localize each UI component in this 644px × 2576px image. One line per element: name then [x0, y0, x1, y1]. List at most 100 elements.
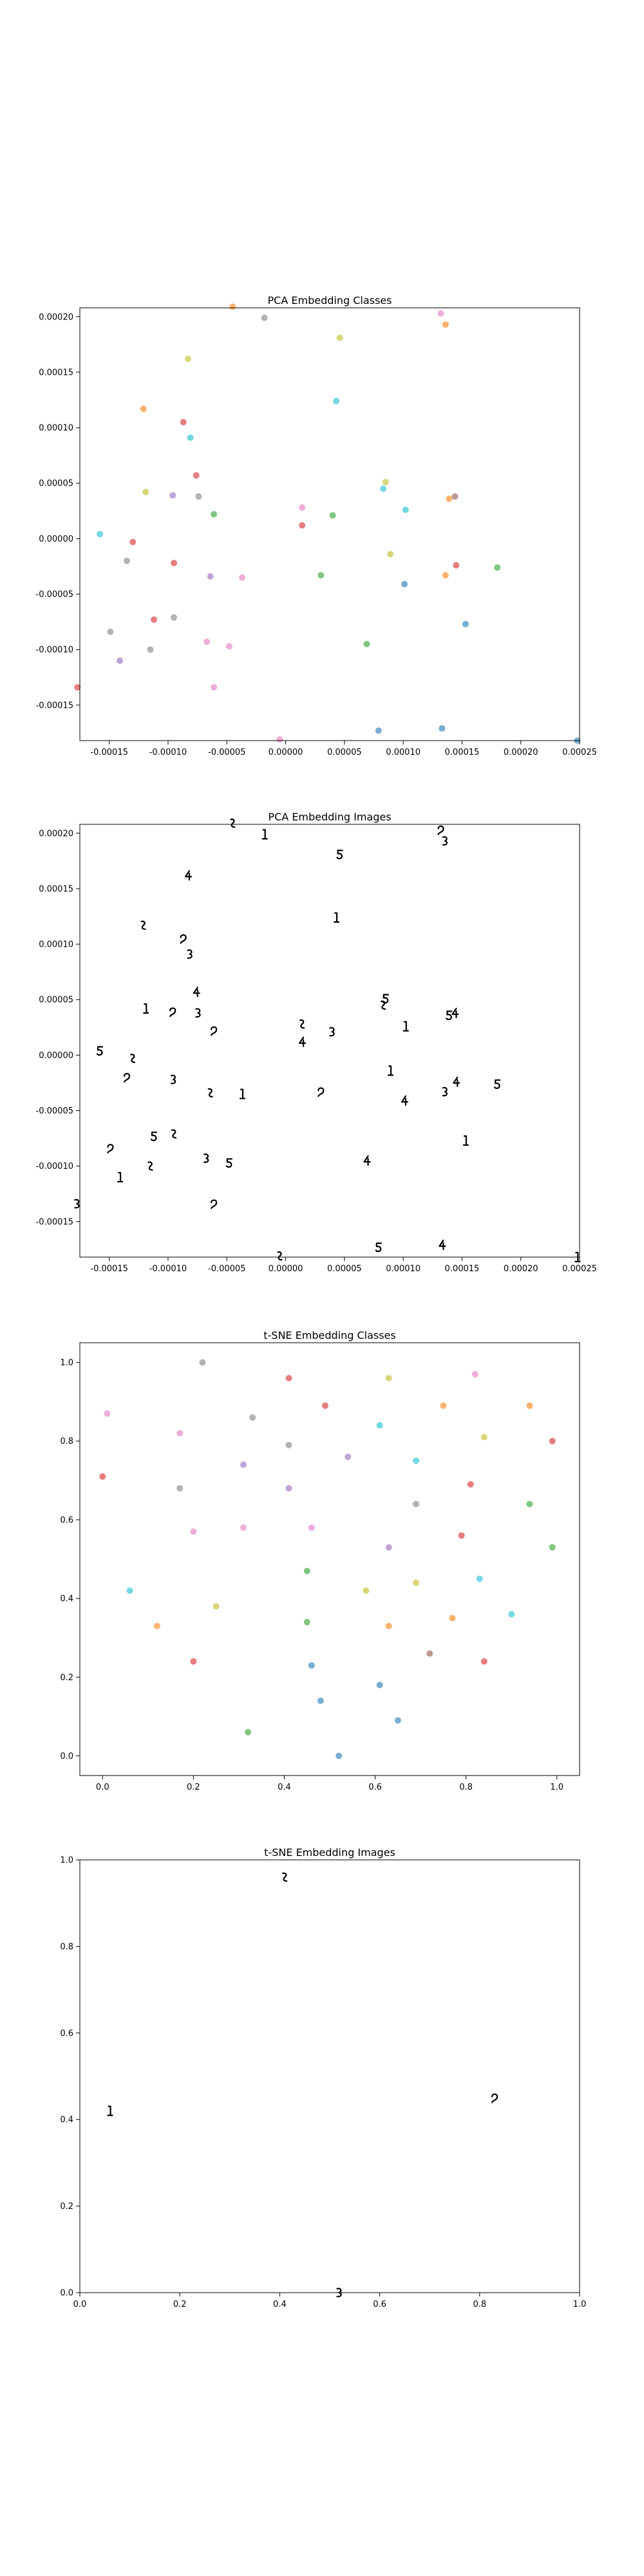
image-thumbnail	[239, 1088, 246, 1099]
image-thumbnail	[123, 1073, 131, 1083]
scatter-point	[437, 310, 444, 317]
y-tick-label: 0.8	[60, 1437, 73, 1446]
image-thumbnail	[130, 1054, 136, 1063]
y-tick-label: 0.00000	[39, 1051, 73, 1061]
x-tick-label: 1.0	[573, 2300, 587, 2309]
y-tick-label: 0.00010	[39, 940, 73, 950]
scatter-point	[439, 725, 446, 732]
scatter-point	[476, 1575, 483, 1582]
y-tick-label: 0.2	[60, 2202, 73, 2211]
image-thumbnail	[143, 1003, 149, 1014]
y-tick-label: -0.00005	[36, 1106, 73, 1116]
image-thumbnail	[207, 1088, 213, 1098]
pca-classes-chart: PCA Embedding Classes -0.00015 -0.00010 -0…	[36, 294, 597, 757]
y-tick-label: 0.00015	[39, 368, 73, 377]
scatter-point	[401, 581, 408, 588]
scatter-point	[462, 621, 469, 628]
image-thumbnail	[491, 2093, 498, 2103]
scatter-point	[471, 1370, 478, 1378]
x-tick-label: 0.00010	[386, 748, 421, 757]
scatter-point	[285, 1374, 292, 1381]
image-thumbnail	[150, 1132, 158, 1141]
scatter-point	[97, 531, 104, 538]
scatter-point	[204, 638, 211, 645]
scatter-point	[303, 1618, 310, 1625]
image-thumbnail	[387, 1065, 394, 1076]
scatter-point	[249, 1414, 256, 1421]
scatter-point	[107, 629, 114, 636]
scatter-point	[363, 641, 370, 648]
y-tick-label: 1.0	[60, 1358, 73, 1368]
image-thumbnail	[437, 825, 444, 835]
axis-ticks: 0.0 0.2 0.4 0.6 0.8 1.0 0.0 0.2 0.4 0.6 0.8 1.0	[60, 1358, 564, 1792]
image-thumbnail	[170, 1074, 176, 1084]
scatter-point	[190, 1658, 197, 1665]
image-thumbnail	[147, 1161, 153, 1171]
image-thumbnail	[107, 2105, 113, 2116]
y-tick-label: 0.00005	[39, 996, 73, 1005]
image-thumbnail	[453, 1076, 460, 1087]
y-tick-label: 0.00020	[39, 312, 73, 322]
image-thumbnail	[494, 1079, 501, 1089]
image-thumbnail	[282, 1872, 288, 1882]
x-tick-label: -0.00005	[208, 748, 245, 757]
chart-title: PCA Embedding Classes	[268, 294, 392, 307]
scatter-point	[104, 1410, 111, 1417]
image-thumbnail	[230, 819, 236, 828]
scatter-point	[299, 522, 306, 529]
x-tick-label: 0.6	[368, 1783, 382, 1792]
scatter-point	[336, 1752, 343, 1759]
scatter-point	[458, 1532, 465, 1539]
scatter-point	[413, 1457, 420, 1464]
image-thumbnail	[329, 1027, 335, 1037]
x-tick-label: 0.00005	[327, 748, 362, 757]
x-tick-label: 0.2	[173, 2300, 187, 2309]
image-thumbnail	[442, 1086, 448, 1097]
image-thumbnail	[117, 1171, 124, 1183]
scatter-point	[376, 1681, 383, 1689]
scatter-point	[140, 405, 147, 412]
scatter-point	[240, 1524, 247, 1531]
scatter-point	[142, 489, 149, 496]
scatter-point	[449, 1615, 456, 1622]
x-tick-label: 0.6	[373, 2300, 386, 2309]
image-thumbnail	[574, 1251, 581, 1263]
scatter-point	[426, 1650, 433, 1657]
scatter-point	[99, 1473, 106, 1480]
axes-frame	[79, 824, 580, 1258]
x-tick-label: 0.0	[73, 2300, 87, 2309]
scatter-point	[207, 573, 214, 580]
image-thumbnail	[363, 1155, 371, 1166]
image-thumbnail	[380, 1000, 386, 1010]
image-thumbnail	[277, 1251, 283, 1261]
image-thumbnail	[204, 1153, 209, 1163]
axis-ticks: -0.00015 -0.00010 -0.00005 0.00000 0.00005 0.…	[36, 829, 597, 1274]
chart-title: t-SNE Embedding Classes	[263, 1329, 395, 1341]
image-thumbnail	[74, 1198, 80, 1209]
scatter-point	[467, 1481, 474, 1488]
scatter-point	[451, 493, 459, 500]
image-thumbnail	[187, 949, 193, 959]
scatter-point	[345, 1454, 352, 1461]
scatter-point	[446, 495, 453, 502]
scatter-point	[153, 1622, 160, 1629]
x-tick-label: 1.0	[550, 1783, 564, 1792]
image-thumbnail	[299, 1019, 305, 1029]
x-tick-label: 0.8	[459, 1783, 473, 1792]
x-tick-label: 0.00020	[504, 748, 538, 757]
tsne-classes-chart: t-SNE Embedding Classes 0.0 0.2 0.4 0.6 0.8 1…	[60, 1329, 580, 1792]
scatter-point	[385, 1622, 392, 1629]
y-tick-label: 0.6	[60, 2029, 73, 2038]
scatter-point	[240, 1461, 247, 1468]
image-thumbnail	[439, 1239, 446, 1251]
scatter-point	[299, 504, 306, 511]
y-tick-label: 0.8	[60, 1942, 73, 1952]
y-tick-label: 0.00005	[39, 479, 73, 489]
y-tick-label: 0.00015	[39, 884, 73, 894]
scatter-point	[199, 1359, 206, 1366]
scatter-point	[526, 1402, 533, 1409]
tsne-images-chart: t-SNE Embedding Images 0.0 0.2 0.4 0.6 0.8 1.…	[60, 1846, 586, 2309]
y-tick-label: 0.4	[60, 1595, 73, 1604]
y-tick-label: -0.00005	[36, 590, 73, 600]
scatter-point	[440, 1402, 447, 1409]
